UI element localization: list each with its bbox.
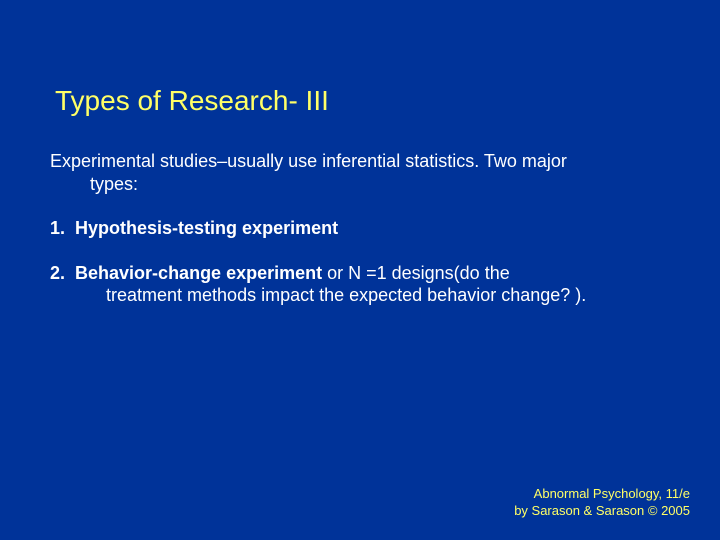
slide: Types of Research- III Experimental stud…: [0, 0, 720, 540]
item-bold: Behavior-change experiment: [75, 263, 322, 283]
intro-line1: Experimental studies–usually use inferen…: [50, 151, 567, 171]
item-bold: Hypothesis-testing experiment: [75, 218, 338, 238]
slide-footer: Abnormal Psychology, 11/e by Sarason & S…: [514, 486, 690, 520]
item-number: 1.: [50, 218, 65, 238]
slide-title: Types of Research- III: [55, 85, 329, 117]
slide-body: Experimental studies–usually use inferen…: [50, 150, 670, 329]
list-item: 2. Behavior-change experiment or N =1 de…: [50, 262, 670, 307]
intro-text: Experimental studies–usually use inferen…: [50, 150, 670, 195]
list-item: 1. Hypothesis-testing experiment: [50, 217, 670, 240]
item-rest: or N =1 designs(do the: [322, 263, 510, 283]
footer-line1: Abnormal Psychology, 11/e: [514, 486, 690, 503]
item-number: 2.: [50, 263, 65, 283]
item-continuation: treatment methods impact the expected be…: [78, 284, 670, 307]
footer-line2: by Sarason & Sarason © 2005: [514, 503, 690, 520]
intro-line2: types:: [50, 174, 138, 194]
